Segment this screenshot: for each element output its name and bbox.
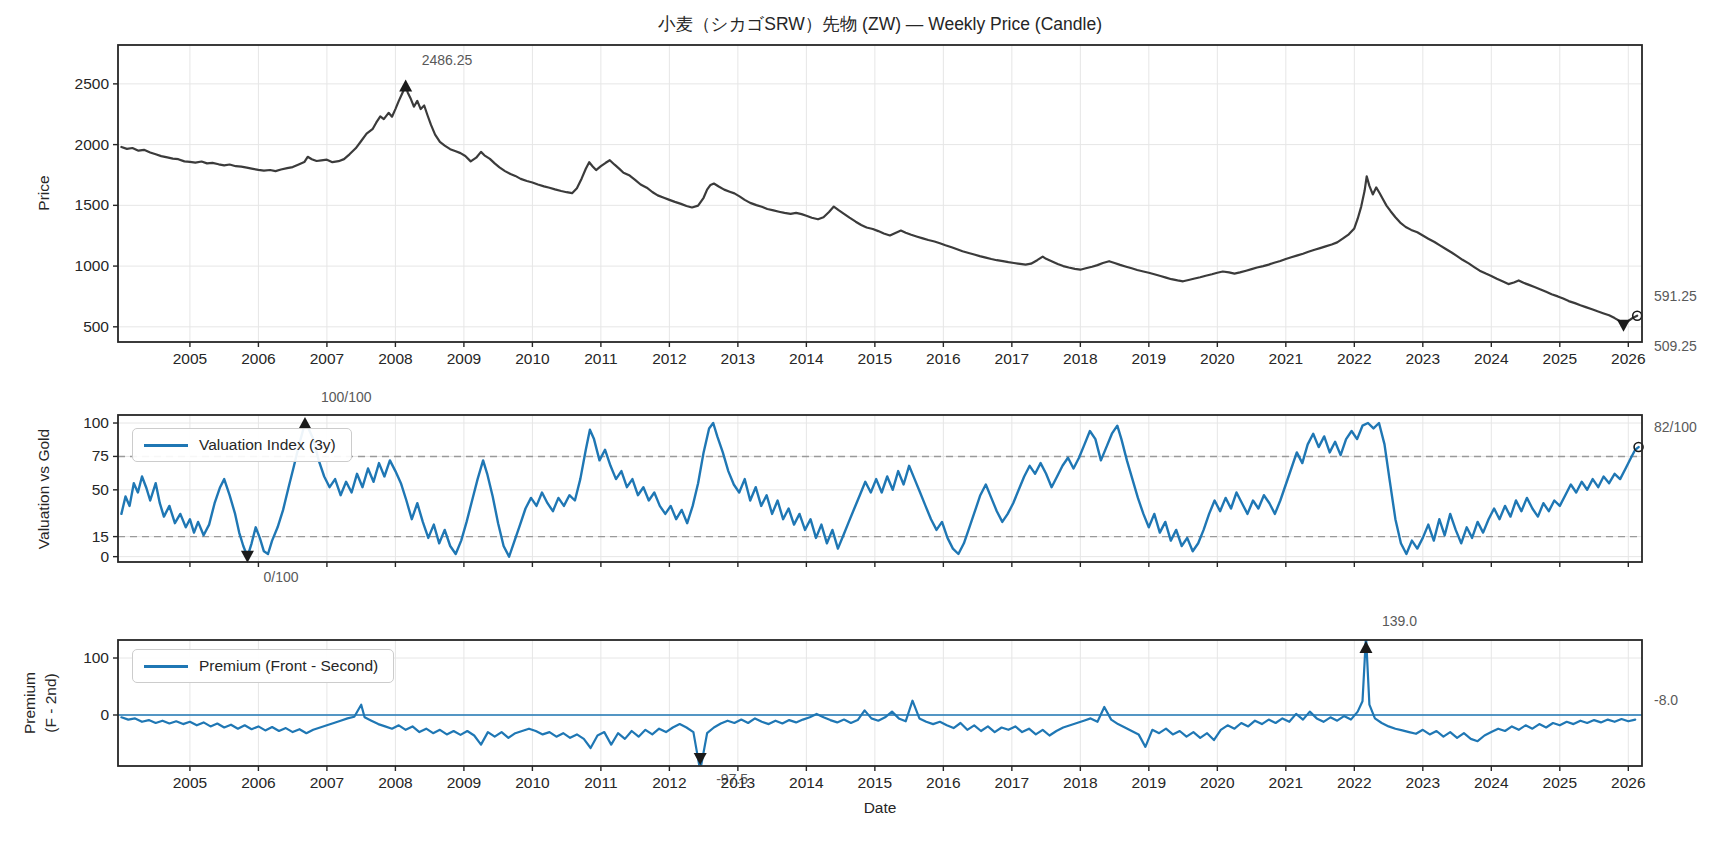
chart-canvas <box>0 0 1728 849</box>
premium-x-tick-label: 2022 <box>1337 774 1371 792</box>
premium-x-tick-label: 2008 <box>378 774 412 792</box>
valuation-y-tick-label: 100 <box>83 414 109 432</box>
valuation-y-tick-label: 0 <box>100 548 109 566</box>
valuation-y-tick-label: 15 <box>92 528 109 546</box>
premium-x-tick-label: 2023 <box>1406 774 1440 792</box>
premium-x-tick-label: 2016 <box>926 774 960 792</box>
premium-x-tick-label: 2010 <box>515 774 549 792</box>
premium-x-tick-label: 2014 <box>789 774 823 792</box>
price-x-tick-label: 2021 <box>1269 350 1303 368</box>
price-annotation: 509.25 <box>1654 338 1697 354</box>
price-x-tick-label: 2026 <box>1611 350 1645 368</box>
price-y-tick-label: 1000 <box>75 257 109 275</box>
premium-annotation: -8.0 <box>1654 692 1678 708</box>
price-x-tick-label: 2013 <box>721 350 755 368</box>
premium-x-tick-label: 2025 <box>1543 774 1577 792</box>
premium-marker-triangle-up <box>1359 641 1372 653</box>
premium-x-tick-label: 2015 <box>858 774 892 792</box>
premium-legend-line-sample <box>144 665 188 668</box>
price-x-tick-label: 2009 <box>447 350 481 368</box>
price-y-axis-label: Price <box>35 175 53 210</box>
price-x-tick-label: 2008 <box>378 350 412 368</box>
premium-x-tick-label: 2009 <box>447 774 481 792</box>
price-x-tick-label: 2017 <box>995 350 1029 368</box>
price-marker-triangle-up <box>399 80 412 92</box>
premium-marker-triangle-down <box>694 753 707 765</box>
valuation-annotation: 82/100 <box>1654 419 1697 435</box>
premium-y-axis-label-line2: (F - 2nd) <box>40 672 61 734</box>
premium-x-tick-label: 2020 <box>1200 774 1234 792</box>
premium-x-tick-label: 2026 <box>1611 774 1645 792</box>
price-x-tick-label: 2023 <box>1406 350 1440 368</box>
price-x-tick-label: 2015 <box>858 350 892 368</box>
price-y-tick-label: 2000 <box>75 136 109 154</box>
valuation-y-tick-label: 50 <box>92 481 109 499</box>
price-x-tick-label: 2010 <box>515 350 549 368</box>
premium-x-tick-label: 2018 <box>1063 774 1097 792</box>
x-axis-label: Date <box>864 799 897 817</box>
premium-x-tick-label: 2024 <box>1474 774 1508 792</box>
valuation-y-tick-label: 75 <box>92 447 109 465</box>
price-annotation: 2486.25 <box>422 52 473 68</box>
valuation-annotation: 0/100 <box>263 569 298 585</box>
price-x-tick-label: 2014 <box>789 350 823 368</box>
valuation-y-axis-label: Valuation vs Gold <box>35 429 53 549</box>
premium-x-tick-label: 2011 <box>584 774 617 792</box>
price-annotation: 591.25 <box>1654 288 1697 304</box>
price-spine-box <box>118 45 1642 342</box>
premium-annotation: 139.0 <box>1382 613 1417 629</box>
valuation-legend-label: Valuation Index (3y) <box>199 436 336 454</box>
price-x-tick-label: 2022 <box>1337 350 1371 368</box>
price-y-tick-label: 1500 <box>75 196 109 214</box>
price-x-tick-label: 2024 <box>1474 350 1508 368</box>
price-x-tick-label: 2016 <box>926 350 960 368</box>
price-x-tick-label: 2019 <box>1132 350 1166 368</box>
price-y-tick-label: 500 <box>83 318 109 336</box>
premium-y-axis-label: Premium (F - 2nd) <box>19 672 61 734</box>
premium-x-tick-label: 2021 <box>1269 774 1303 792</box>
premium-x-tick-label: 2007 <box>310 774 344 792</box>
price-x-tick-label: 2018 <box>1063 350 1097 368</box>
premium-x-tick-label: 2012 <box>652 774 686 792</box>
premium-x-tick-label: 2013 <box>721 774 755 792</box>
wheat-futures-figure: 小麦（シカゴSRW）先物 (ZW) — Weekly Price (Candle… <box>0 0 1728 849</box>
premium-x-tick-label: 2019 <box>1132 774 1166 792</box>
price-x-tick-label: 2025 <box>1543 350 1577 368</box>
premium-y-axis-label-line1: Premium <box>19 672 40 734</box>
valuation-legend: Valuation Index (3y) <box>132 428 352 462</box>
price-x-tick-label: 2006 <box>241 350 275 368</box>
valuation-annotation: 100/100 <box>321 389 372 405</box>
chart-title: 小麦（シカゴSRW）先物 (ZW) — Weekly Price (Candle… <box>118 12 1642 36</box>
premium-x-tick-label: 2017 <box>995 774 1029 792</box>
premium-legend-label: Premium (Front - Second) <box>199 657 378 675</box>
price-x-tick-label: 2012 <box>652 350 686 368</box>
premium-legend: Premium (Front - Second) <box>132 649 394 683</box>
premium-y-tick-label: 100 <box>83 649 109 667</box>
price-x-tick-label: 2011 <box>584 350 617 368</box>
price-x-tick-label: 2020 <box>1200 350 1234 368</box>
price-y-tick-label: 2500 <box>75 75 109 93</box>
premium-x-tick-label: 2006 <box>241 774 275 792</box>
valuation-legend-line-sample <box>144 444 188 447</box>
price-x-tick-label: 2005 <box>173 350 207 368</box>
price-x-tick-label: 2007 <box>310 350 344 368</box>
premium-x-tick-label: 2005 <box>173 774 207 792</box>
premium-y-tick-label: 0 <box>100 706 109 724</box>
